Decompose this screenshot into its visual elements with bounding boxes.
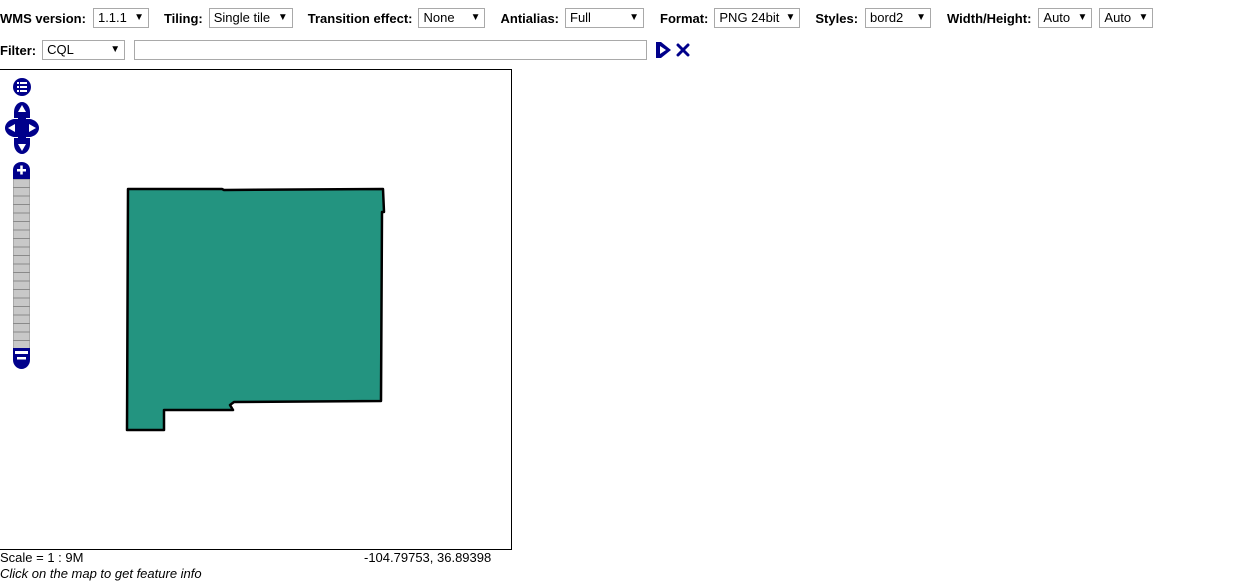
height-value: Auto: [1104, 10, 1132, 25]
reset-filter-icon[interactable]: [676, 43, 690, 57]
width-select[interactable]: Auto ▼: [1038, 8, 1093, 28]
height-select[interactable]: Auto ▼: [1099, 8, 1154, 28]
zoom-in-icon[interactable]: [12, 161, 31, 179]
map-canvas[interactable]: [0, 70, 511, 549]
transition-effect-label: Transition effect:: [307, 10, 413, 26]
chevron-down-icon: ▼: [629, 12, 639, 23]
chevron-down-icon: ▼: [470, 12, 481, 23]
transition-effect-value: None: [423, 10, 455, 25]
pan-down-icon[interactable]: [14, 139, 30, 155]
wms-toolbar: WMS version: 1.1.1 ▼ Tiling: Single tile…: [0, 8, 1154, 28]
format-select[interactable]: PNG 24bit ▼: [714, 8, 801, 28]
coordinate-readout: -104.79753, 36.89398: [364, 550, 492, 565]
chevron-down-icon: ▼: [134, 12, 144, 23]
filter-label: Filter:: [0, 42, 37, 58]
antialias-value: Full: [570, 10, 591, 25]
chevron-down-icon: ▼: [1077, 12, 1088, 23]
filter-bar: Filter: CQL ▼: [0, 40, 690, 60]
chevron-down-icon: ▼: [1138, 12, 1149, 23]
antialias-select[interactable]: Full ▼: [565, 8, 644, 28]
map-viewport[interactable]: [0, 69, 512, 550]
apply-filter-icon[interactable]: [653, 40, 673, 60]
wms-version-select[interactable]: 1.1.1 ▼: [92, 8, 149, 28]
pan-left-icon[interactable]: [4, 120, 20, 136]
layer-switcher-icon[interactable]: [12, 77, 32, 97]
zoom-out-icon[interactable]: [12, 348, 31, 370]
chevron-down-icon: ▼: [916, 12, 927, 23]
tiling-select[interactable]: Single tile ▼: [208, 8, 293, 28]
styles-value: bord2: [870, 10, 904, 25]
filter-type-value: CQL: [47, 42, 74, 57]
zoom-control: [12, 161, 32, 371]
state-polygon[interactable]: [125, 187, 386, 432]
chevron-down-icon: ▼: [110, 44, 121, 55]
zoom-slider[interactable]: [12, 178, 31, 350]
antialias-label: Antialias:: [500, 10, 559, 26]
width-height-label: Width/Height:: [947, 10, 1032, 26]
transition-effect-select[interactable]: None ▼: [418, 8, 486, 28]
tiling-value: Single tile: [213, 10, 271, 25]
scale-readout: Scale = 1 : 9M: [0, 550, 84, 565]
pan-control: [4, 101, 40, 155]
feature-info-hint: Click on the map to get feature info: [0, 566, 202, 581]
format-value: PNG 24bit: [719, 10, 780, 25]
format-label: Format:: [660, 10, 709, 26]
pan-up-icon[interactable]: [14, 101, 30, 117]
styles-label: Styles:: [815, 10, 859, 26]
filter-type-select[interactable]: CQL ▼: [42, 40, 126, 60]
styles-select[interactable]: bord2 ▼: [865, 8, 932, 28]
width-value: Auto: [1043, 10, 1071, 25]
pan-right-icon[interactable]: [24, 120, 40, 136]
wms-version-value: 1.1.1: [97, 10, 127, 25]
filter-input[interactable]: [134, 40, 648, 60]
wms-version-label: WMS version:: [0, 10, 86, 26]
tiling-label: Tiling:: [163, 10, 203, 26]
chevron-down-icon: ▼: [277, 12, 288, 23]
chevron-down-icon: ▼: [785, 12, 796, 23]
